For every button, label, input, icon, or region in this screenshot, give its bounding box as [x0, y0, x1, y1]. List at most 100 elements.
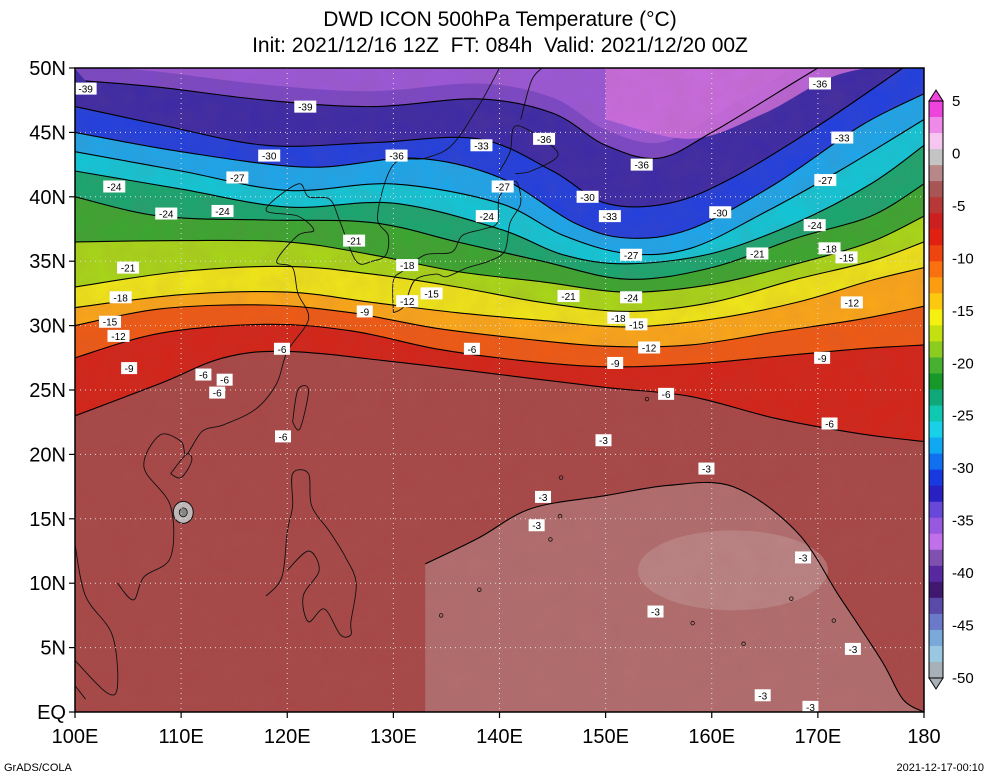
contour-label-bg [343, 234, 366, 247]
contour-label: -18 [818, 242, 841, 255]
colorbar-swatch [929, 213, 943, 230]
contour-label-bg [746, 247, 769, 260]
contour-label: -24 [620, 291, 643, 304]
colorbar-swatch [929, 421, 943, 439]
contour-label-text: -36 [389, 152, 404, 163]
contour-label-text: -9 [611, 359, 620, 370]
contour-label-bg [607, 311, 630, 324]
contour-label: -6 [275, 430, 292, 443]
contour-label: -15 [99, 315, 122, 329]
contour-label-bg [99, 315, 122, 328]
footer-credit: GrADS/COLA [4, 762, 72, 774]
contour-label: -21 [117, 261, 140, 275]
contour-label-bg [396, 259, 419, 272]
colorbar-label: 5 [952, 93, 960, 110]
contour-label-bg [294, 100, 317, 113]
x-tick-label: 100E [52, 726, 99, 748]
contour-label-text: -6 [467, 345, 476, 356]
contour-label-bg [698, 462, 715, 475]
contour-label-bg [109, 291, 132, 304]
contour-label-text: -30 [580, 193, 595, 204]
colorbar-swatch [929, 389, 943, 407]
coastline [170, 453, 193, 479]
contour-label: -27 [226, 171, 249, 184]
contour-label: -6 [209, 386, 226, 400]
colorbar-swatch [929, 101, 943, 118]
contour-minus-24 [75, 183, 924, 280]
x-tick-label: 130E [370, 726, 417, 748]
contour-label-bg [844, 642, 861, 655]
island [644, 396, 650, 402]
contour-label: -3 [528, 519, 545, 532]
contour-label: -3 [754, 689, 771, 702]
contour-label-bg [396, 295, 419, 308]
contour-label-text: -6 [213, 389, 222, 400]
colorbar-label: 0 [952, 145, 960, 162]
contour-label-text: -30 [262, 152, 277, 163]
colorbar-swatch [929, 341, 943, 358]
contour-label-bg [226, 171, 249, 184]
contour-label-bg [491, 180, 514, 193]
y-tick-label: 25N [29, 380, 66, 402]
contour-label-bg [709, 206, 732, 219]
colorbar-label: -25 [952, 408, 974, 425]
colorbar-swatch [929, 597, 943, 615]
contour-label-bg [155, 207, 178, 220]
contour-label-text: -33 [603, 212, 618, 223]
contour-label: -30 [576, 190, 599, 204]
contour-label-text: -3 [702, 465, 711, 476]
contour-label-bg [630, 158, 653, 171]
contour-label-bg [463, 342, 480, 355]
y-tick-label: 15N [29, 509, 66, 531]
contour-label-bg [598, 210, 621, 223]
contour-label: -3 [595, 434, 612, 447]
coastline [520, 68, 543, 120]
colorbar-label: -15 [952, 303, 974, 320]
island [438, 613, 444, 618]
contour-label-text: -9 [360, 307, 369, 318]
contour-label-bg [117, 261, 140, 274]
colorbar-swatch [929, 293, 943, 310]
contour-label-bg [607, 356, 624, 369]
contour-label-text: -6 [662, 390, 671, 401]
contour-label-text: -39 [298, 103, 313, 114]
contour-label-text: -9 [125, 364, 134, 375]
colorbar-label: -45 [952, 618, 974, 635]
x-tick-label: 140E [476, 726, 523, 748]
coastline [265, 469, 357, 638]
contour-label: -9 [814, 351, 831, 365]
contour-label: -12 [638, 341, 661, 354]
contour-label: -36 [630, 158, 653, 172]
island [558, 475, 564, 480]
contour-label: -12 [840, 296, 863, 309]
contour-label: -33 [831, 131, 854, 145]
contour-label: -27 [814, 174, 837, 187]
colorbar-bottom-arrow [928, 677, 944, 690]
contour-label: -6 [463, 342, 480, 356]
contour-label: -6 [273, 342, 290, 356]
contour-label: -36 [533, 132, 556, 146]
colorbar-label: -50 [952, 670, 974, 687]
contour-label-bg [216, 373, 233, 386]
contour-label-text: -3 [539, 493, 548, 504]
colorbar-swatch [929, 613, 943, 631]
contour-label-bg [808, 77, 831, 90]
y-tick-label: 50N [29, 58, 66, 80]
contour-label-bg [818, 242, 841, 255]
contour-label: -6 [658, 387, 675, 401]
contour-label-text: -3 [651, 608, 660, 619]
contour-label-text: -33 [474, 141, 489, 152]
x-tick-label: 120E [264, 726, 311, 748]
contour-label: -36 [808, 77, 831, 90]
contour-label-text: -21 [347, 237, 362, 248]
contour-label-bg [385, 149, 408, 162]
colorbar-label: -40 [952, 565, 974, 582]
colorbar-swatch [929, 645, 943, 663]
contour-label-bg [840, 296, 863, 309]
contour-label: -9 [607, 356, 624, 370]
colorbar-swatch [929, 325, 943, 342]
contour-label: -36 [385, 149, 408, 163]
contour-label-bg [831, 131, 854, 144]
colorbar-swatch [929, 629, 943, 647]
contour-label-bg [754, 689, 771, 702]
